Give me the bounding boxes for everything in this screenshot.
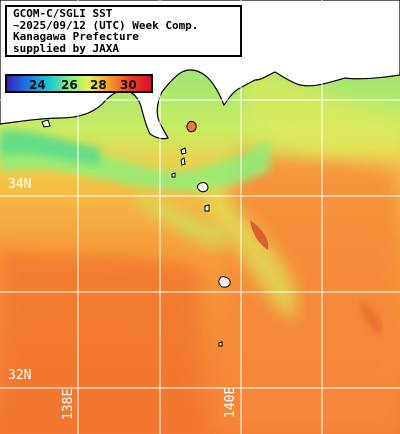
temperature-colorbar: 24 26 28 30: [5, 74, 153, 93]
colorbar-tick-28: 28: [90, 78, 107, 92]
lat-label-32n: 32N: [8, 368, 32, 383]
colorbar-tick-26: 26: [61, 78, 78, 92]
lon-label-140e: 140E: [223, 386, 238, 418]
island-shikinejima: [171, 172, 176, 178]
island-miyakejima: [197, 182, 209, 193]
island-toshima: [180, 147, 187, 155]
lat-label-34n: 34N: [8, 177, 32, 192]
title-box: GCOM-C/SGLI SST ~2025/09/12 (UTC) Week C…: [5, 5, 242, 57]
product-title: GCOM-C/SGLI SST: [13, 7, 113, 20]
island-hachijojima: [218, 276, 231, 288]
date-range: ~2025/09/12 (UTC) Week Comp.: [13, 18, 199, 32]
colorbar-tick-24: 24: [29, 78, 46, 92]
island-aogashima: [218, 341, 223, 347]
region-name: Kanagawa Prefecture: [13, 30, 139, 43]
lon-label-138e: 138E: [61, 388, 76, 420]
island-small-west: [41, 119, 51, 128]
island-mikurajima: [204, 204, 210, 212]
island-oshima: [186, 120, 197, 133]
island-niijima: [180, 157, 186, 166]
credit-line: supplied by JAXA: [13, 41, 119, 55]
colorbar-tick-30: 30: [120, 78, 137, 92]
